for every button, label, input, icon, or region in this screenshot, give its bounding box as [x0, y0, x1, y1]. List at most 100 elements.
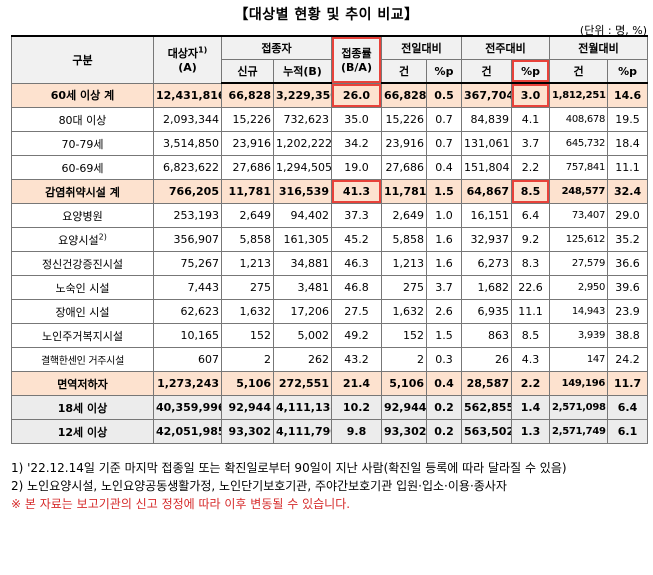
header-prev-day: 전일대비: [380, 35, 463, 60]
header-row-1: 구분 대상자1) (A) 접종자 접종률 (B/A) 전일대비 전주대비 전월대…: [11, 35, 649, 84]
cell-month-pctp: 18.4: [607, 131, 649, 156]
header-target-label: 대상자: [167, 47, 199, 61]
cell-week-count: 32,937: [461, 227, 513, 252]
cell-cum: 5,002: [273, 323, 332, 348]
cell-week-count: 1,682: [461, 275, 513, 300]
cell-month-count: 2,950: [549, 275, 609, 300]
cell-month-count: 3,939: [549, 323, 609, 348]
cell-week-count: 131,061: [461, 131, 513, 156]
cell-month-pctp: 6.4: [607, 395, 649, 420]
cell-target: 2,093,344: [153, 107, 222, 132]
cell-day-count: 66,828: [381, 82, 427, 108]
cell-day-count: 11,781: [381, 179, 427, 204]
row-label-sup: 2): [98, 231, 107, 241]
cell-week-pctp: 8.5: [511, 323, 551, 348]
table-row: 결핵한센인 거주시설 607 2 262 43.2 2 0.3 26 4.3 1…: [11, 347, 649, 372]
cell-rate: 41.3: [331, 179, 382, 204]
header-month-count: 건: [549, 59, 609, 84]
cell-rate: 27.5: [331, 299, 382, 324]
cell-week-count: 26: [461, 347, 513, 372]
cell-day-pctp: 0.2: [425, 395, 463, 420]
cell-week-pctp: 1.3: [511, 419, 551, 444]
table-row: 60세 이상 계 12,431,816 66,828 3,229,350 26.…: [11, 82, 649, 108]
cell-week-pctp: 6.4: [511, 203, 551, 228]
cell-week-pctp: 1.4: [511, 395, 551, 420]
cell-day-pctp: 0.4: [425, 155, 463, 180]
cell-day-count: 2,649: [381, 203, 427, 228]
cell-week-count: 367,704: [461, 82, 513, 108]
row-label-text: 요양시설: [58, 233, 99, 247]
cell-day-pctp: 3.7: [425, 275, 463, 300]
cell-rate: 19.0: [331, 155, 382, 180]
cell-day-pctp: 0.7: [425, 107, 463, 132]
cell-month-pctp: 32.4: [607, 179, 649, 204]
cell-week-count: 6,935: [461, 299, 513, 324]
header-prev-week: 전주대비: [461, 35, 551, 60]
cell-rate: 43.2: [331, 347, 382, 372]
cell-week-pctp: 2.2: [511, 155, 551, 180]
cell-target: 253,193: [153, 203, 222, 228]
cell-day-count: 1,632: [381, 299, 427, 324]
cell-cum: 17,206: [273, 299, 332, 324]
cell-cum: 4,111,790: [273, 419, 332, 444]
table-row: 80대 이상 2,093,344 15,226 732,623 35.0 15,…: [11, 107, 649, 132]
cell-month-count: 757,841: [549, 155, 609, 180]
header-row-2: 신규 누적(B) 건 %p 건 %p 건 %p: [12, 59, 649, 84]
cell-cum: 4,111,138: [273, 395, 332, 420]
row-label: 70-79세: [11, 131, 154, 156]
cell-week-pctp: 2.2: [511, 371, 551, 396]
cell-target: 766,205: [153, 179, 222, 204]
cell-day-count: 23,916: [381, 131, 427, 156]
cell-cum: 34,881: [273, 251, 332, 276]
cell-new: 27,686: [221, 155, 274, 180]
cell-day-pctp: 1.6: [425, 251, 463, 276]
header-month-pctp: %p: [607, 59, 649, 84]
cell-day-pctp: 2.6: [425, 299, 463, 324]
row-label: 80대 이상: [11, 107, 154, 132]
cell-target: 10,165: [153, 323, 222, 348]
cell-day-count: 152: [381, 323, 427, 348]
cell-month-count: 408,678: [549, 107, 609, 132]
cell-day-pctp: 1.5: [425, 179, 463, 204]
cell-cum: 94,402: [273, 203, 332, 228]
cell-new: 1,213: [221, 251, 274, 276]
row-label: 요양병원: [11, 203, 154, 228]
cell-rate: 21.4: [331, 371, 382, 396]
table-row: 면역저하자 1,273,243 5,106 272,551 21.4 5,106…: [11, 371, 649, 396]
cell-day-pctp: 0.4: [425, 371, 463, 396]
table-row: 정신건강증진시설 75,267 1,213 34,881 46.3 1,213 …: [11, 251, 649, 276]
cell-week-count: 563,502: [461, 419, 513, 444]
row-label: 60세 이상 계: [11, 82, 154, 108]
cell-target: 75,267: [153, 251, 222, 276]
cell-day-count: 2: [381, 347, 427, 372]
table-body: 60세 이상 계 12,431,816 66,828 3,229,350 26.…: [11, 82, 649, 444]
cell-week-count: 28,587: [461, 371, 513, 396]
cell-day-pctp: 0.5: [425, 82, 463, 108]
cell-month-pctp: 29.0: [607, 203, 649, 228]
cell-rate: 45.2: [331, 227, 382, 252]
row-label: 면역저하자: [11, 371, 154, 396]
cell-target: 7,443: [153, 275, 222, 300]
cell-week-pctp: 4.3: [511, 347, 551, 372]
header-gubun: 구분: [11, 35, 154, 84]
cell-month-count: 149,196: [549, 371, 609, 396]
row-label: 18세 이상: [11, 395, 154, 420]
cell-cum: 732,623: [273, 107, 332, 132]
table-row: 12세 이상 42,051,985 93,302 4,111,790 9.8 9…: [11, 419, 649, 444]
cell-rate: 9.8: [331, 419, 382, 444]
cell-month-pctp: 36.6: [607, 251, 649, 276]
cell-target: 40,359,996: [153, 395, 222, 420]
cell-week-pctp: 8.5: [511, 179, 551, 204]
cell-new: 92,944: [221, 395, 274, 420]
cell-rate: 46.3: [331, 251, 382, 276]
row-label: 감염취약시설 계: [11, 179, 154, 204]
header-day-count: 건: [381, 59, 427, 84]
cell-target: 356,907: [153, 227, 222, 252]
cell-day-count: 15,226: [381, 107, 427, 132]
cell-week-count: 64,867: [461, 179, 513, 204]
table-row: 18세 이상 40,359,996 92,944 4,111,138 10.2 …: [11, 395, 649, 420]
cell-new: 11,781: [221, 179, 274, 204]
cell-month-pctp: 14.6: [607, 82, 649, 108]
cell-week-pctp: 8.3: [511, 251, 551, 276]
